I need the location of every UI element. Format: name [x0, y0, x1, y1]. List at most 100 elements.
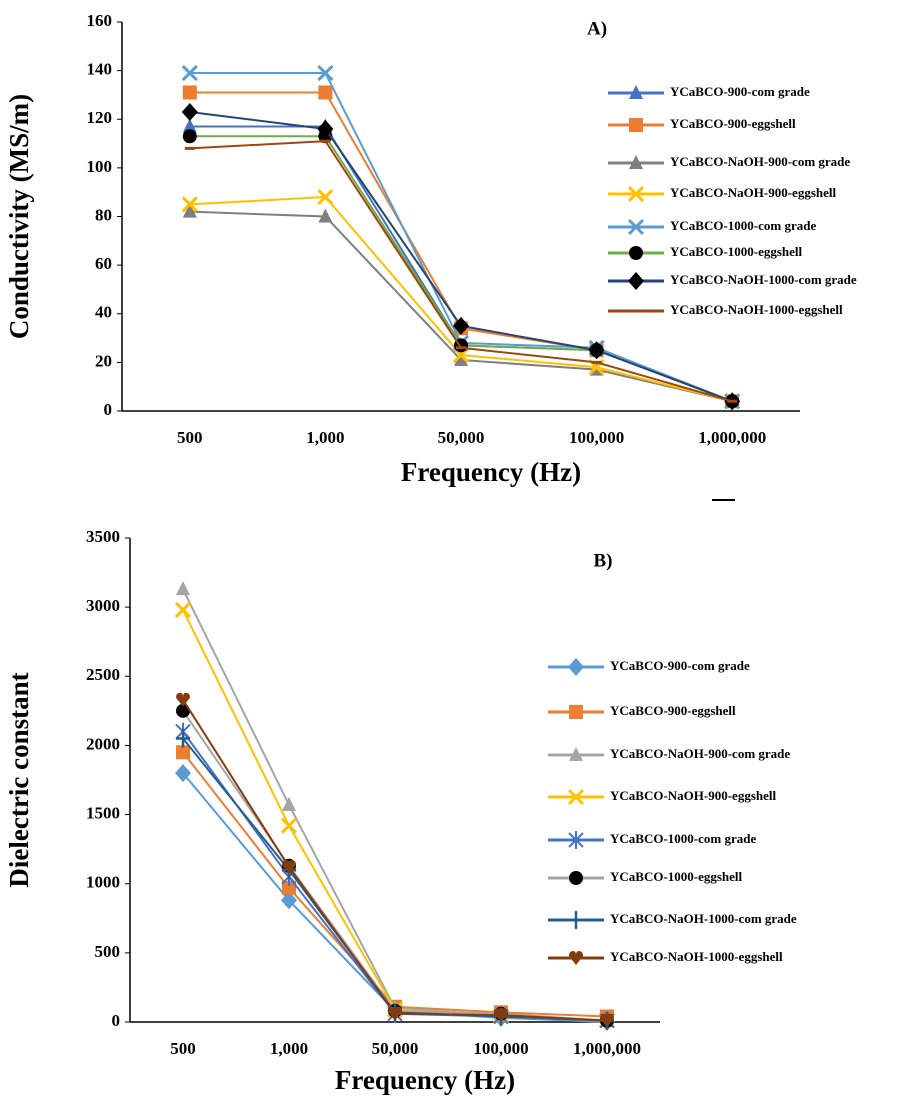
series-line: [182, 731, 608, 1022]
y-tick-label: 500: [95, 942, 121, 961]
y-tick-label: 160: [87, 11, 113, 30]
y-tick-label: 1500: [86, 803, 120, 822]
x-tick-label: 100,000: [473, 1039, 528, 1058]
legend-label: YCaBCO-900-com grade: [670, 84, 810, 99]
legend-marker: [568, 831, 584, 849]
data-point: [176, 703, 190, 718]
legend-marker: [569, 871, 583, 885]
x-tick-label: 50,000: [372, 1039, 419, 1058]
x-tick-label: 1,000,000: [698, 428, 766, 447]
legend-marker: [627, 218, 645, 236]
y-tick-label: 80: [95, 205, 112, 224]
y-tick-label: 140: [87, 60, 113, 79]
data-point: [727, 399, 738, 403]
data-point: [454, 351, 468, 366]
data-point: [182, 129, 197, 144]
legend-label: YCaBCO-1000-eggshell: [670, 244, 803, 259]
panel-label: B): [594, 550, 613, 571]
y-axis-title: Dielectric constant: [4, 672, 34, 887]
data-point: [176, 745, 190, 760]
data-point: [282, 880, 296, 895]
data-point: [176, 729, 190, 748]
y-tick-label: 0: [104, 400, 113, 419]
legend-label: YCaBCO-NaOH-1000-com grade: [670, 272, 857, 287]
y-tick-label: 3500: [86, 527, 120, 546]
series-line: [182, 699, 608, 1022]
x-tick-label: 500: [177, 428, 203, 447]
data-point: [317, 64, 334, 82]
y-tick-label: 120: [87, 108, 113, 127]
data-point: [318, 208, 333, 223]
y-tick-label: 2000: [86, 734, 120, 753]
legend-label: YCaBCO-NaOH-1000-com grade: [610, 911, 797, 926]
data-point: [456, 346, 466, 350]
y-axis-title: Conductivity (MS/m): [4, 94, 34, 339]
y-tick-label: 2500: [86, 665, 120, 684]
data-point: [280, 817, 298, 834]
data-point: [175, 764, 191, 783]
x-axis-title: Frequency (Hz): [401, 457, 581, 487]
legend-marker: [629, 118, 643, 132]
legend-marker: [629, 85, 643, 99]
legend-marker: [629, 155, 643, 169]
legend-label: YCaBCO-1000-eggshell: [610, 869, 743, 884]
x-tick-label: 100,000: [569, 428, 624, 447]
legend-marker: [628, 272, 644, 290]
data-point: [182, 85, 197, 100]
data-point: [591, 360, 602, 364]
data-point: [600, 1013, 614, 1028]
y-tick-label: 40: [95, 303, 112, 322]
x-tick-label: 1,000: [306, 428, 344, 447]
y-tick-label: 1000: [86, 873, 120, 892]
data-point: [494, 1008, 508, 1023]
legend-marker: [569, 951, 583, 965]
series-line: [182, 751, 608, 1018]
legend-label: YCaBCO-1000-com grade: [670, 218, 816, 233]
x-tick-label: 1,000: [270, 1039, 308, 1058]
data-point: [281, 891, 297, 910]
legend-label: YCaBCO-NaOH-1000-eggshell: [670, 302, 843, 317]
series-line: [182, 737, 608, 1022]
legend-label: YCaBCO-1000-com grade: [610, 831, 756, 846]
y-tick-label: 0: [112, 1011, 121, 1030]
data-point: [184, 146, 195, 150]
series-line: [182, 609, 608, 1022]
data-point: [388, 1006, 402, 1021]
legend-label: YCaBCO-NaOH-900-com grade: [610, 746, 790, 761]
legend-marker: [631, 309, 641, 313]
data-point: [181, 102, 198, 121]
series-line: [189, 210, 733, 403]
x-axis-title: Frequency (Hz): [335, 1065, 515, 1095]
legend-marker: [567, 788, 585, 806]
legend-marker: [569, 705, 583, 719]
data-point: [174, 601, 192, 618]
legend-marker: [569, 747, 583, 761]
data-point: [318, 85, 333, 100]
legend-marker: [627, 185, 645, 203]
data-point: [182, 203, 197, 218]
data-point: [282, 860, 296, 875]
data-point: [176, 692, 190, 707]
x-tick-label: 1,000,000: [573, 1039, 641, 1058]
data-point: [320, 139, 331, 143]
data-point: [181, 64, 198, 82]
data-point: [181, 196, 198, 213]
legend-marker: [569, 911, 583, 929]
legend-label: YCaBCO-900-eggshell: [610, 703, 736, 718]
y-tick-label: 100: [87, 157, 113, 176]
data-point: [317, 188, 334, 206]
legend-marker: [568, 658, 584, 676]
data-point: [176, 581, 190, 596]
x-tick-label: 50,000: [438, 428, 485, 447]
x-tick-label: 500: [170, 1039, 196, 1058]
legend-marker: [629, 246, 643, 260]
panel-label: A): [587, 18, 607, 39]
legend-label: YCaBCO-NaOH-900-com grade: [670, 154, 850, 169]
data-point: [182, 118, 197, 133]
legend-label: YCaBCO-900-com grade: [610, 658, 750, 673]
legend-label: YCaBCO-NaOH-1000-eggshell: [610, 949, 783, 964]
series-line: [182, 710, 608, 1022]
data-point: [282, 796, 296, 811]
legend-label: YCaBCO-NaOH-900-eggshell: [610, 788, 776, 803]
